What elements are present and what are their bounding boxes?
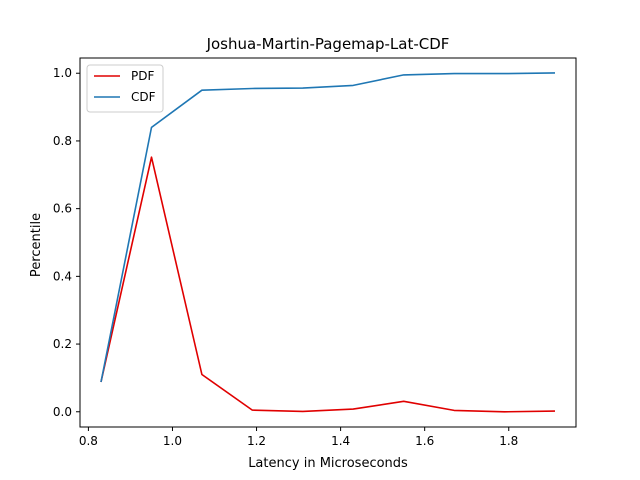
x-tick-label: 1.6 (415, 434, 434, 448)
y-tick-label: 0.2 (53, 337, 72, 351)
y-axis-ticks: 0.0 0.2 0.4 0.6 0.8 1.0 (53, 66, 80, 419)
legend: PDF CDF (86, 64, 164, 113)
plot-area (79, 57, 577, 428)
y-axis-label: Percentile (29, 213, 44, 277)
chart-title: Joshua-Martin-Pagemap-Lat-CDF (206, 35, 450, 53)
x-axis-label: Latency in Microseconds (248, 456, 408, 471)
x-tick-label: 0.8 (79, 434, 98, 448)
series-line-cdf (100, 72, 556, 383)
x-tick-label: 1.0 (163, 434, 182, 448)
series-layer (100, 72, 556, 413)
y-tick-label: 0.8 (53, 134, 72, 148)
x-tick-label: 1.8 (499, 434, 518, 448)
axes-frame (79, 57, 577, 428)
x-tick-label: 1.2 (247, 434, 266, 448)
y-tick-label: 0.4 (53, 269, 72, 283)
legend-label-pdf: PDF (131, 69, 154, 83)
x-axis-ticks: 0.8 1.0 1.2 1.4 1.6 1.8 (79, 427, 518, 448)
series-line-pdf (100, 156, 556, 413)
legend-label-cdf: CDF (131, 90, 156, 104)
x-tick-label: 1.4 (331, 434, 350, 448)
y-tick-label: 1.0 (53, 66, 72, 80)
y-tick-label: 0.0 (53, 405, 72, 419)
y-tick-label: 0.6 (53, 202, 72, 216)
